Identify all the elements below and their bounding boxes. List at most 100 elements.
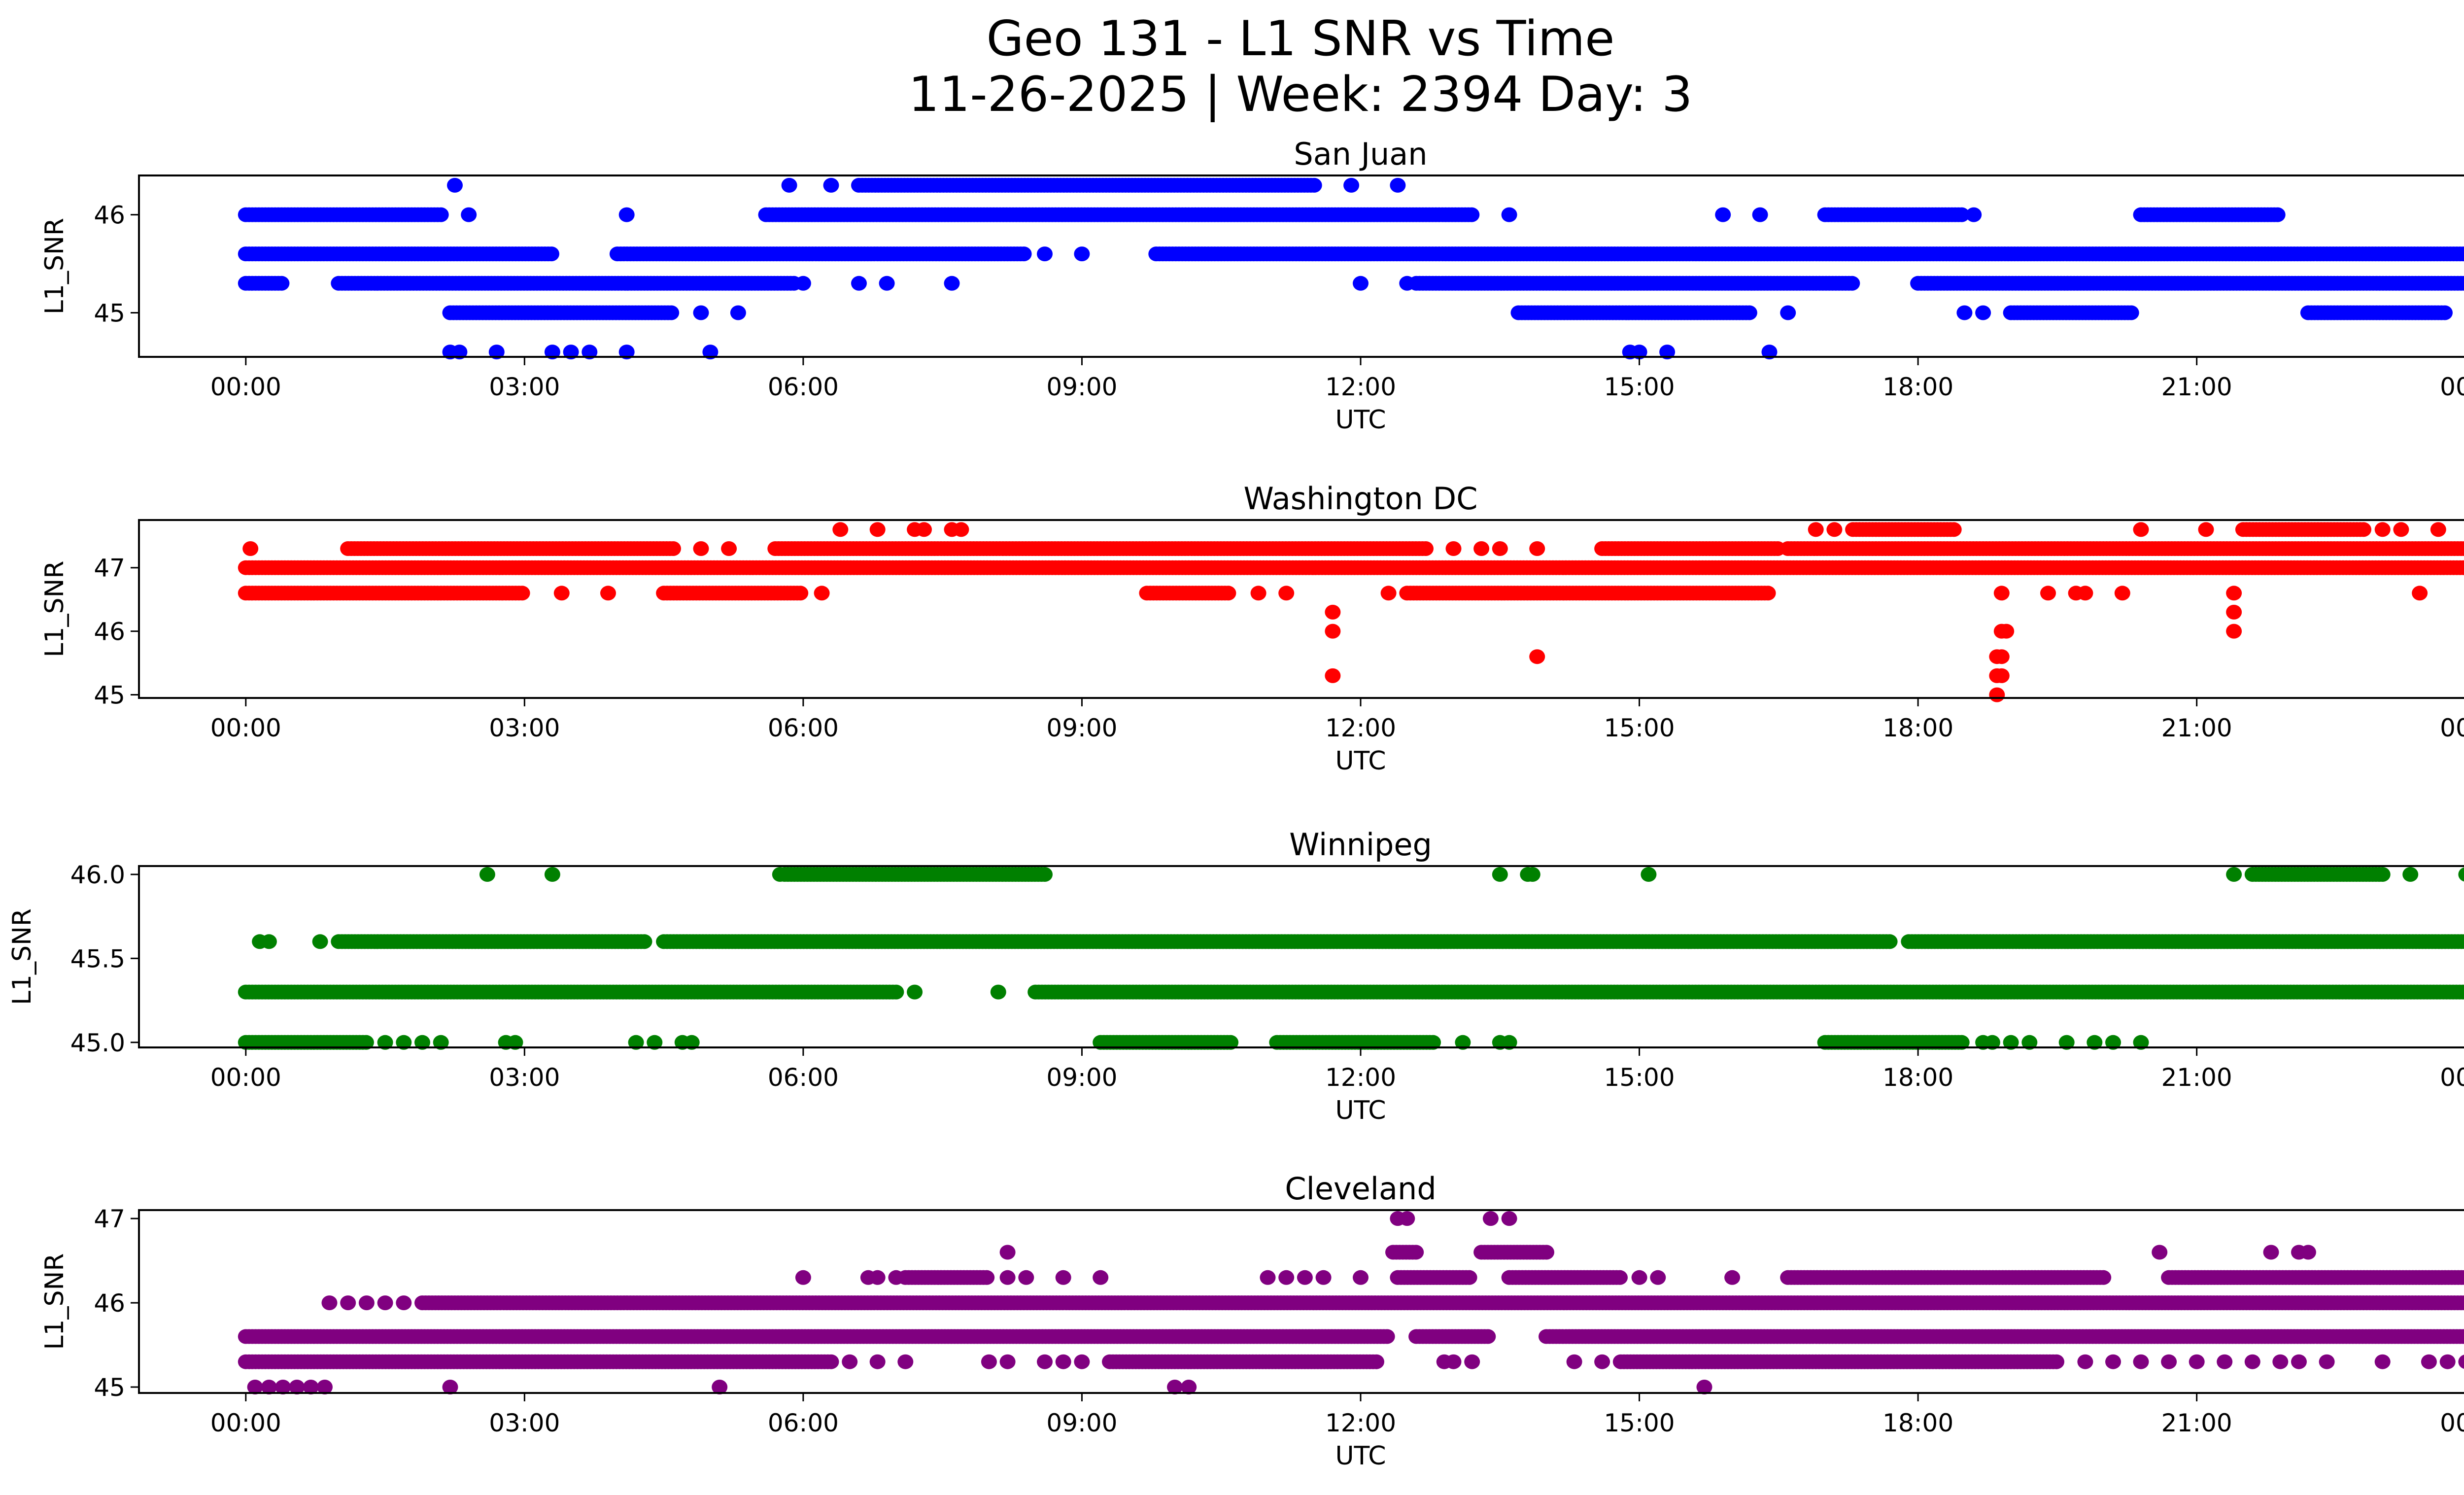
data-point [1445, 541, 1462, 556]
x-tick-label: 09:00 [1046, 373, 1117, 401]
data-point [1741, 305, 1757, 320]
data-point [730, 305, 746, 320]
data-point [2226, 586, 2242, 601]
data-point [721, 541, 737, 556]
data-point [693, 541, 709, 556]
x-tick-label: 03:00 [489, 714, 560, 742]
data-point [514, 586, 530, 601]
data-point [693, 305, 709, 320]
data-point [665, 541, 681, 556]
data-point [1037, 867, 1053, 882]
data-point [1844, 276, 1860, 291]
data-point [1946, 522, 1962, 537]
data-point [2198, 522, 2214, 537]
x-tick-label: 15:00 [1604, 373, 1675, 401]
data-point [1953, 207, 1970, 222]
x-tick-label: 18:00 [1882, 714, 1953, 742]
data-point [1278, 586, 1295, 601]
data-point [1956, 305, 1973, 320]
data-point [2226, 624, 2242, 639]
data-point [1418, 541, 1434, 556]
data-point [1993, 668, 2010, 683]
data-point [1993, 649, 2010, 664]
data-point [795, 276, 811, 291]
x-tick-label: 15:00 [1604, 714, 1675, 742]
y-axis-label: L1_SNR [40, 218, 69, 314]
data-point [2269, 207, 2286, 222]
data-point [1989, 687, 2005, 702]
data-point [1808, 522, 1824, 537]
scatter-series-san-juan [238, 177, 2464, 360]
subplot-title: Washington DC [1243, 481, 1477, 517]
x-tick-label: 00:00 [2440, 373, 2464, 401]
data-point [1975, 305, 1991, 320]
data-point [1752, 207, 1768, 222]
data-point [663, 305, 680, 320]
data-point [2040, 586, 2056, 601]
y-tick-label: 46 [94, 618, 125, 646]
x-axis-label: UTC [1335, 405, 1386, 435]
data-point [1529, 541, 1545, 556]
figure-title-line1: Geo 131 - L1 SNR vs Time [987, 11, 1615, 67]
subplot-title: Winnipeg [1289, 827, 1432, 863]
y-tick-label: 45 [94, 681, 125, 710]
data-point [1325, 624, 1341, 639]
data-point [869, 522, 886, 537]
x-axis-label: UTC [1335, 746, 1386, 776]
data-point [781, 177, 797, 193]
data-point [1250, 586, 1266, 601]
data-point [2437, 305, 2453, 320]
data-point [447, 177, 463, 193]
x-tick-label: 21:00 [2161, 373, 2232, 401]
data-point [274, 276, 290, 291]
data-point [1353, 276, 1369, 291]
data-point [953, 522, 969, 537]
data-point [1826, 522, 1843, 537]
x-tick-label: 06:00 [768, 373, 839, 401]
data-point [2133, 522, 2149, 537]
data-point [1529, 649, 1545, 664]
data-point [1074, 246, 1090, 262]
x-tick-label: 18:00 [1882, 373, 1953, 401]
data-point [2356, 522, 2371, 537]
data-point [792, 586, 809, 601]
data-point [1715, 207, 1731, 222]
x-tick-label: 03:00 [489, 373, 560, 401]
data-point [1306, 177, 1322, 193]
y-tick-label: 47 [94, 554, 125, 583]
data-point [2393, 522, 2409, 537]
data-point [1399, 276, 1415, 291]
data-point [832, 522, 849, 537]
data-point [1780, 305, 1796, 320]
data-point [2412, 586, 2428, 601]
data-point [879, 276, 895, 291]
data-point [944, 276, 960, 291]
data-point [2430, 522, 2446, 537]
subplot-title: San Juan [1294, 136, 1427, 172]
y-tick-label: 45 [94, 299, 125, 327]
data-point [916, 522, 932, 537]
data-point [1966, 207, 1982, 222]
data-point [1325, 604, 1341, 620]
data-point [1501, 207, 1517, 222]
data-point [1343, 177, 1360, 193]
data-point [2374, 867, 2391, 882]
data-point [1390, 177, 1406, 193]
data-point [1037, 246, 1053, 262]
data-point [433, 207, 449, 222]
data-point [2374, 522, 2391, 537]
x-tick-label: 12:00 [1325, 373, 1396, 401]
data-point [1492, 541, 1508, 556]
data-point [1473, 541, 1490, 556]
data-point [2077, 586, 2093, 601]
subplot-san-juan: San Juan 00:00 03:00 06:00 09:00 12:00 15:00 18… [40, 136, 2464, 435]
data-point [814, 586, 830, 601]
scatter-series-washington-dc [238, 522, 2464, 702]
x-tick-label: 21:00 [2161, 714, 2232, 742]
y-axis-label: L1_SNR [40, 560, 69, 657]
data-point [823, 177, 839, 193]
axes-frame [138, 174, 2464, 358]
data-point [544, 246, 559, 262]
